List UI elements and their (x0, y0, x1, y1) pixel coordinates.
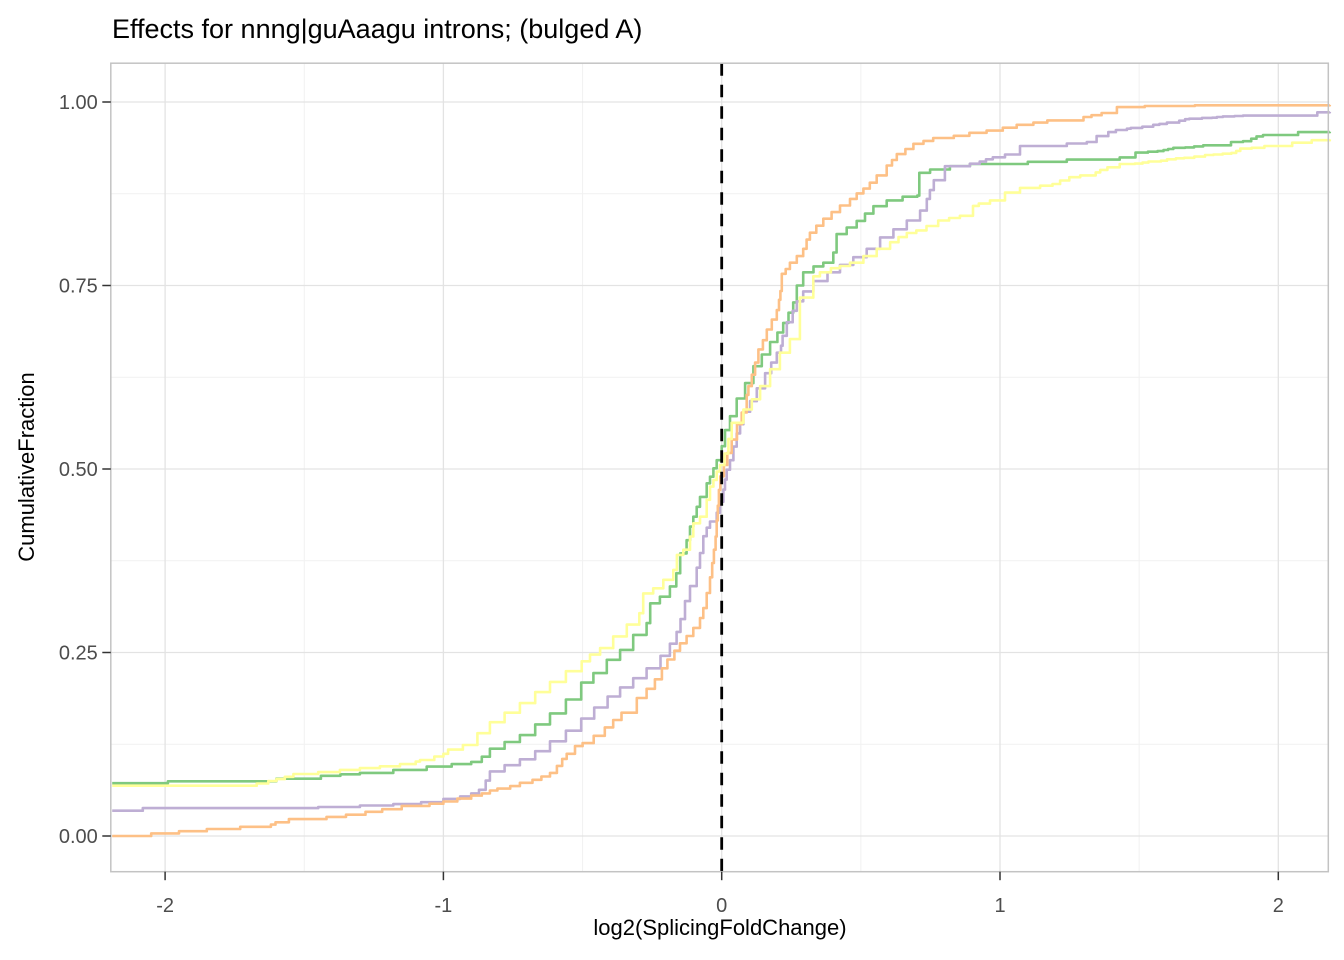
x-tick-label: 2 (1273, 895, 1284, 917)
x-tick-label: -1 (435, 895, 453, 917)
y-tick-label: 1.00 (59, 92, 98, 114)
ecdf-curve-yellow (112, 138, 1332, 787)
y-tick-label: 0.75 (59, 276, 98, 298)
x-tick-label: 1 (994, 895, 1005, 917)
x-tick-label: 0 (716, 895, 727, 917)
x-tick-label: -2 (156, 895, 174, 917)
panel-border (110, 62, 1330, 873)
ecdf-curve-purple (112, 111, 1332, 812)
x-axis-title: log2(SplicingFoldChange) (593, 915, 847, 940)
ecdf-curve-green (112, 130, 1332, 785)
y-tick-label: 0.25 (59, 643, 98, 665)
y-tick-label: 0.50 (59, 459, 98, 481)
y-axis-title: CumulativeFraction (14, 372, 39, 562)
plot-title: Effects for nnng|guAaagu introns; (bulge… (112, 14, 643, 44)
y-tick-label: 0.00 (59, 826, 98, 848)
